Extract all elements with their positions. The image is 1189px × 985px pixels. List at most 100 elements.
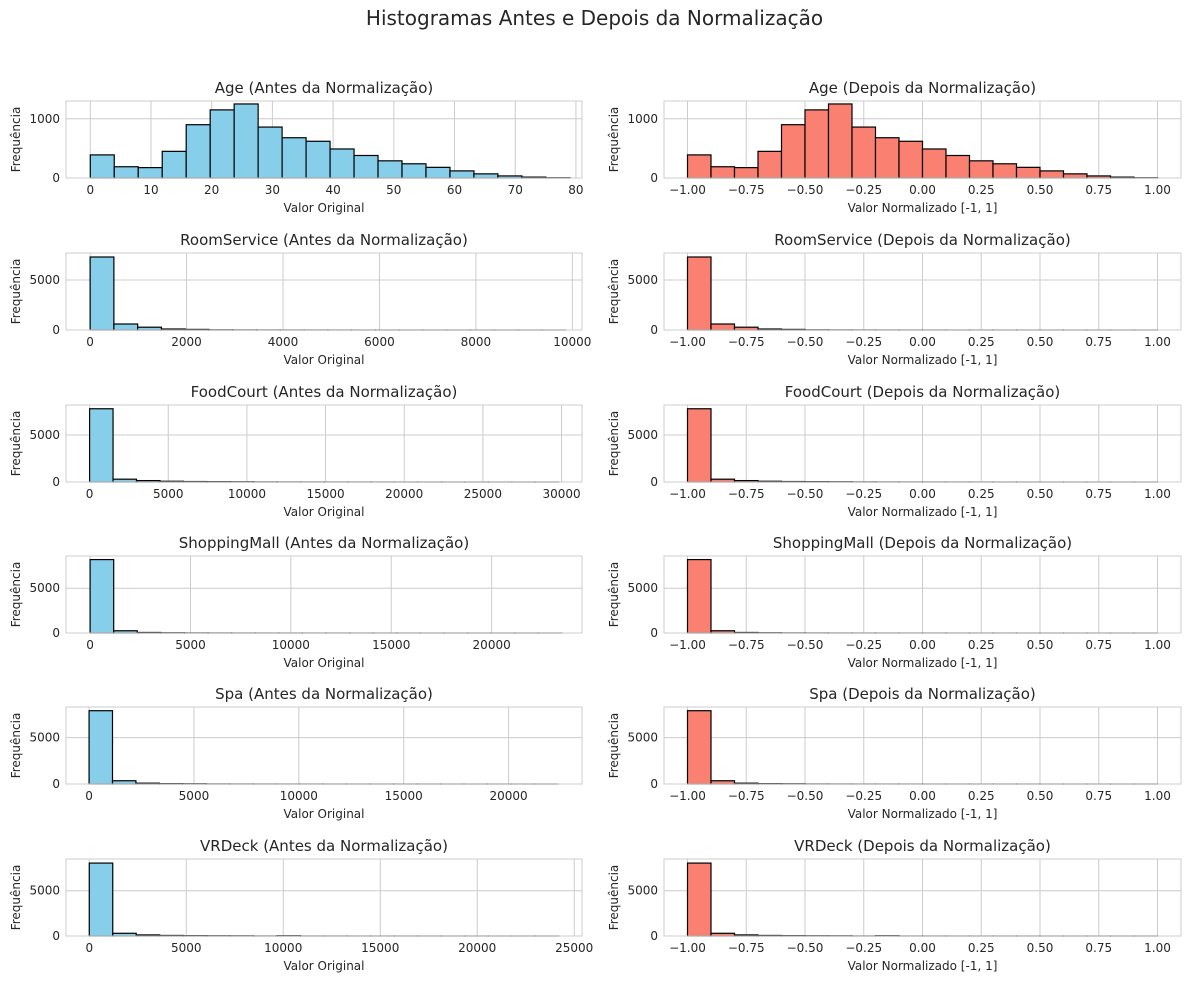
histogram-bar [449,170,475,179]
x-tick-label: 40 [325,183,340,197]
histogram-bar [898,140,924,179]
x-tick-label: 0.75 [1085,487,1112,501]
y-tick-label: 5000 [627,273,658,287]
histogram-bar [137,167,163,179]
histogram-bar [757,150,783,179]
histogram-bar [921,148,947,179]
x-tick-label: 60 [447,183,462,197]
x-tick-label: 10000 [228,487,266,501]
histogram-bar [185,124,211,179]
x-tick-label: 0.50 [1027,487,1054,501]
x-tick-label: 1.00 [1144,335,1171,349]
histogram-bar [710,323,736,331]
y-tick-label: 0 [52,323,60,337]
histogram-bar [401,163,427,179]
axes-frame [663,858,1182,937]
subplot-title: ShoppingMall (Antes da Normalização) [179,534,469,552]
subplot-9: 0 5000 10000 15000 20000 0 5000 Spa (Antes da N… [9,685,583,821]
x-tick-label: 20000 [489,789,527,803]
x-tick-label: 0.00 [909,941,936,955]
x-tick-label: 0 [86,183,94,197]
x-tick-label: 1.00 [1144,487,1171,501]
x-tick-label: 15000 [385,789,423,803]
x-tick-label: 0.75 [1085,638,1112,652]
y-tick-label: 0 [650,626,658,640]
x-tick-label: 15000 [361,941,399,955]
y-axis-label: Frequência [9,713,23,779]
subplot-7: 0 5000 10000 15000 20000 0 5000 ShoppingMall (A… [9,534,583,670]
x-tick-label: 1.00 [1144,789,1171,803]
x-axis-label: Valor Original [283,201,364,215]
x-tick-label: 5000 [179,789,210,803]
x-tick-label: 10000 [280,789,318,803]
y-tick-label: 0 [650,777,658,791]
x-tick-label: 0.50 [1027,183,1054,197]
x-tick-label: 1.00 [1144,638,1171,652]
x-tick-label: 0.50 [1027,789,1054,803]
y-axis-label: Frequência [607,865,621,931]
histogram-bar [686,558,712,634]
histogram-bar [686,154,712,179]
subplot-2: −1.00 −0.75 −0.50 −0.25 0.00 0.25 0.50 0.75 1.00… [607,79,1182,215]
x-tick-label: 0.00 [909,335,936,349]
x-tick-label: 15000 [306,487,344,501]
x-axis-label: Valor Normalizado [-1, 1] [848,201,998,215]
subplot-title: VRDeck (Antes da Normalização) [200,837,448,855]
subplot-11: 0 5000 10000 15000 20000 25000 0 5000 VRDeck (An… [9,837,593,973]
y-tick-label: 5000 [29,731,60,745]
x-tick-label: −0.25 [845,789,882,803]
histogram-bar [257,126,283,179]
x-tick-label: 0.00 [909,183,936,197]
y-axis-label: Frequência [9,411,23,477]
axes-frame [663,706,1182,785]
x-tick-label: 0.00 [909,789,936,803]
x-tick-label: 0.25 [968,789,995,803]
histogram-bar [945,154,971,179]
y-axis-label: Frequência [607,713,621,779]
histogram-bar [329,148,355,179]
x-tick-label: 0.00 [909,487,936,501]
subplot-title: RoomService (Depois da Normalização) [774,231,1070,249]
x-axis-label: Valor Normalizado [-1, 1] [848,959,998,973]
y-axis-label: Frequência [9,259,23,325]
histogram-bar [425,166,451,179]
x-tick-label: 0.50 [1027,638,1054,652]
x-axis-label: Valor Normalizado [-1, 1] [848,656,998,670]
histogram-bar [780,124,806,179]
x-tick-label: 80 [568,183,583,197]
histogram-bar [968,160,994,179]
subplot-4: −1.00 −0.75 −0.50 −0.25 0.00 0.25 0.50 0.75 1.00… [607,231,1182,367]
histogram-bar [88,710,114,785]
histogram-bar [353,154,379,179]
subplot-5: 0 5000 10000 15000 20000 25000 30000 0 5000 FoodC… [9,383,583,519]
subplot-title: Age (Depois da Normalização) [809,79,1036,97]
histogram-bar [88,862,114,937]
x-tick-label: 0.25 [968,941,995,955]
subplot-1: 0 10 20 30 40 50 60 70 80 0 1000 Age (Antes da Norm… [9,79,584,215]
x-tick-label: 6000 [364,335,395,349]
histogram-bar [992,163,1018,179]
x-tick-label: −0.75 [728,183,765,197]
axes-frame [663,100,1182,179]
x-tick-label: 5000 [175,638,206,652]
x-tick-label: 0.25 [968,638,995,652]
x-axis-label: Valor Original [283,505,364,519]
subplot-10: −1.00 −0.75 −0.50 −0.25 0.00 0.25 0.50 0.75 1.00… [607,685,1182,821]
y-axis-label: Frequência [607,411,621,477]
x-tick-label: 25000 [555,941,593,955]
y-tick-label: 5000 [627,428,658,442]
x-tick-label: 10 [143,183,158,197]
y-tick-label: 0 [650,475,658,489]
y-tick-label: 5000 [29,884,60,898]
y-tick-label: 0 [52,626,60,640]
x-tick-label: −1.00 [669,487,706,501]
x-axis-label: Valor Original [283,353,364,367]
x-tick-label: 10000 [553,335,591,349]
y-tick-label: 0 [650,929,658,943]
axes-frame [65,252,583,331]
x-tick-label: 0.25 [968,335,995,349]
x-tick-label: 10000 [272,638,310,652]
x-tick-label: −0.75 [728,638,765,652]
x-tick-label: 50 [386,183,401,197]
y-tick-label: 1000 [627,112,658,126]
